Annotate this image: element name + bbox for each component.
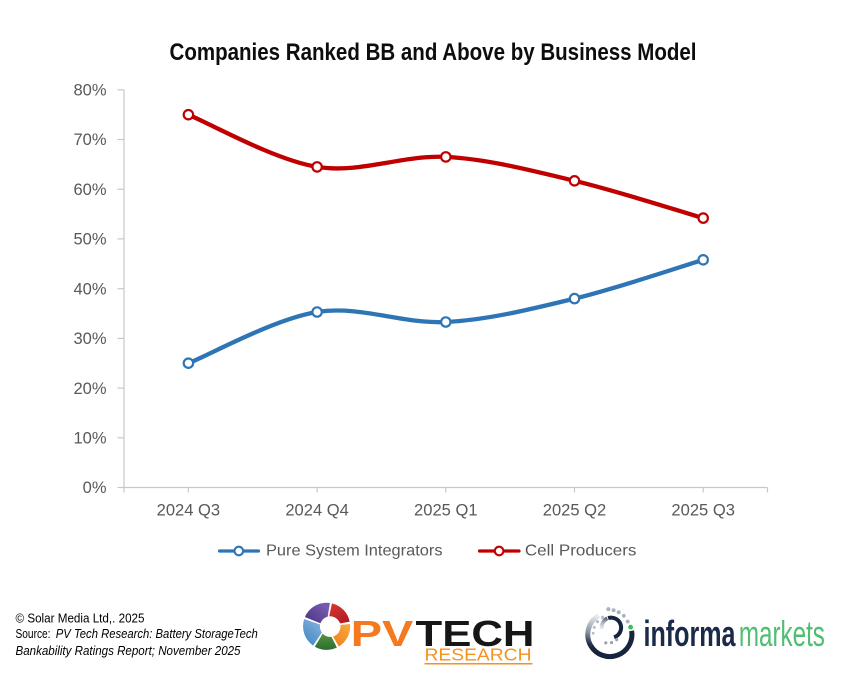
svg-text:30%: 30%: [73, 330, 106, 348]
svg-text:PV: PV: [351, 613, 414, 654]
svg-text:markets: markets: [739, 613, 825, 654]
svg-text:2025 Q3: 2025 Q3: [671, 502, 735, 520]
svg-text:Bankability Ratings Report; No: Bankability Ratings Report; November 202…: [16, 643, 242, 658]
svg-text:TECH: TECH: [416, 613, 535, 654]
svg-text:RESEARCH: RESEARCH: [425, 645, 532, 665]
svg-text:2024 Q4: 2024 Q4: [285, 502, 349, 520]
svg-text:Source:: Source:: [16, 626, 51, 641]
svg-text:Pure System Integrators: Pure System Integrators: [266, 543, 443, 560]
svg-text:50%: 50%: [73, 231, 106, 249]
svg-text:© Solar Media Ltd,. 2025: © Solar Media Ltd,. 2025: [16, 610, 145, 625]
svg-text:2025 Q1: 2025 Q1: [414, 502, 478, 520]
svg-text:Companies Ranked BB and Above: Companies Ranked BB and Above by Busines…: [170, 39, 697, 66]
svg-text:60%: 60%: [73, 181, 106, 199]
svg-text:10%: 10%: [73, 430, 106, 448]
svg-text:PV Tech Research: Battery Stor: PV Tech Research: Battery StorageTech: [56, 626, 258, 641]
svg-text:2024 Q3: 2024 Q3: [157, 502, 221, 520]
svg-text:Cell Producers: Cell Producers: [525, 543, 637, 560]
svg-text:20%: 20%: [73, 380, 106, 398]
svg-text:80%: 80%: [73, 82, 106, 100]
svg-text:70%: 70%: [73, 131, 106, 149]
svg-text:2025 Q2: 2025 Q2: [543, 502, 607, 520]
svg-text:informa: informa: [644, 613, 737, 654]
svg-text:0%: 0%: [83, 479, 107, 497]
svg-text:40%: 40%: [73, 280, 106, 298]
